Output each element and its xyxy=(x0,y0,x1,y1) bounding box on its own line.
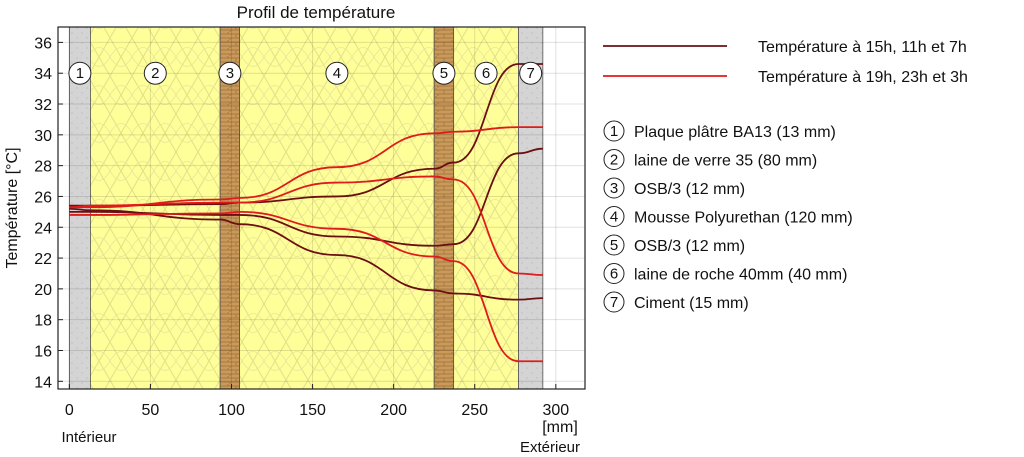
legend-layer-4: 4 Mousse Polyurethan (120 mm) xyxy=(603,206,853,227)
layer-band-7 xyxy=(518,27,544,389)
y-tick-label: 20 xyxy=(34,282,52,299)
legend-layer-6: 6 laine de roche 40mm (40 mm) xyxy=(603,263,847,284)
layer-marker-label: 4 xyxy=(333,65,341,82)
legend-layer-number: 5 xyxy=(610,237,618,254)
y-tick-label: 16 xyxy=(34,343,52,360)
plot-frame xyxy=(57,26,586,390)
layer-marker-2: 2 xyxy=(143,61,167,85)
legend-layer-label: OSB/3 (12 mm) xyxy=(634,238,745,255)
layer-marker-label: 6 xyxy=(482,65,490,82)
legend-label-1: Température à 15h, 11h et 7h xyxy=(758,39,967,56)
y-axis-label: Température [°C] xyxy=(4,147,21,268)
layer-marker-4: 4 xyxy=(325,61,349,85)
legend-layer-number: 2 xyxy=(610,152,618,169)
legend-layer-number: 6 xyxy=(610,266,618,283)
layer-marker-label: 7 xyxy=(527,65,535,82)
layer-marker-1: 1 xyxy=(68,61,92,85)
legend-layer-5: 5 OSB/3 (12 mm) xyxy=(603,234,745,256)
chart-title: Profil de température xyxy=(237,3,396,22)
y-tick-label: 14 xyxy=(34,374,52,391)
x-tick-label: 300 xyxy=(542,402,569,419)
x-tick-label: 150 xyxy=(299,402,326,419)
series-line-3 xyxy=(69,207,543,301)
legend-layer-number: 7 xyxy=(610,294,618,311)
y-tick-label: 30 xyxy=(34,128,52,145)
legend-layer-3: 3 OSB/3 (12 mm) xyxy=(603,177,745,199)
legend-layer-7: 7 Ciment (15 mm) xyxy=(603,291,749,313)
x-tick-label: 100 xyxy=(218,402,245,419)
legend-layer-number: 4 xyxy=(610,209,618,226)
x-tick-label: 50 xyxy=(142,402,160,419)
series-line-5 xyxy=(69,175,543,276)
x-side-label-left: Intérieur xyxy=(61,429,116,446)
y-tick-label: 34 xyxy=(34,66,52,83)
layer-marker-3: 3 xyxy=(218,61,242,85)
layer-marker-label: 3 xyxy=(226,65,234,82)
layer-band-4 xyxy=(239,27,435,389)
y-tick-label: 36 xyxy=(34,35,52,52)
legend-layer-label: Ciment (15 mm) xyxy=(634,295,749,312)
y-tick-label: 24 xyxy=(34,220,52,237)
x-side-label-right: Extérieur xyxy=(520,439,580,456)
y-tick-label: 28 xyxy=(34,159,52,176)
legend-layer-number: 3 xyxy=(610,180,618,197)
layer-marker-label: 2 xyxy=(151,65,159,82)
x-tick-label: 250 xyxy=(461,402,488,419)
y-tick-label: 22 xyxy=(34,251,52,268)
x-tick-label: 200 xyxy=(380,402,407,419)
series-line-6 xyxy=(69,210,543,363)
layer-marker-6: 6 xyxy=(474,61,498,85)
legend: Température à 15h, 11h et 7h Température … xyxy=(603,39,968,313)
layer-marker-label: 5 xyxy=(440,65,448,82)
legend-layer-label: OSB/3 (12 mm) xyxy=(634,181,745,198)
legend-label-2: Température à 19h, 23h et 3h xyxy=(758,69,968,86)
y-tick-label: 18 xyxy=(34,313,52,330)
y-tick-label: 32 xyxy=(34,97,52,114)
legend-layer-1: 1 Plaque plâtre BA13 (13 mm) xyxy=(603,120,836,142)
x-tick-label: 0 xyxy=(65,402,74,419)
y-tick-label: 26 xyxy=(34,189,52,206)
layer-marker-label: 1 xyxy=(76,65,84,82)
layer-marker-7: 7 xyxy=(519,61,543,85)
legend-layer-label: Plaque plâtre BA13 (13 mm) xyxy=(634,124,836,141)
legend-layer-number: 1 xyxy=(610,123,618,140)
x-axis-label: [mm] xyxy=(542,419,578,436)
legend-layer-label: Mousse Polyurethan (120 mm) xyxy=(634,210,853,227)
legend-layer-label: laine de verre 35 (80 mm) xyxy=(634,153,817,170)
layer-band-6 xyxy=(453,27,519,389)
layer-marker-5: 5 xyxy=(432,61,456,85)
legend-layer-2: 2 laine de verre 35 (80 mm) xyxy=(603,149,817,170)
legend-layer-label: laine de roche 40mm (40 mm) xyxy=(634,267,847,284)
